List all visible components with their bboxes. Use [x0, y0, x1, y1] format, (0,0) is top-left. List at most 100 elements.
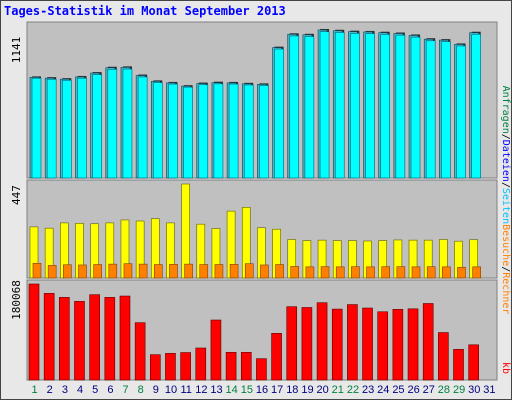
- bar-rechner: [381, 266, 391, 279]
- bar-rechner: [305, 266, 315, 279]
- bar-rechner: [366, 266, 375, 279]
- bar-kb: [210, 319, 222, 381]
- bar-kb: [392, 309, 404, 381]
- bar-kb: [347, 304, 358, 381]
- bar-dateien: [380, 34, 391, 179]
- bar-kb: [362, 307, 373, 381]
- bar-kb: [104, 297, 116, 381]
- svg-text:Anfragen/Dateien/SeitenBesuche: Anfragen/Dateien/SeitenBesuche/Rechner: [500, 86, 511, 315]
- bar-rechner: [290, 266, 300, 279]
- bar-rechner: [320, 266, 330, 279]
- bar-kb: [316, 302, 328, 381]
- bar-kb: [74, 301, 85, 381]
- x-tick-label: 20: [317, 384, 329, 396]
- x-tick-label: 23: [362, 384, 374, 396]
- x-tick-label: 14: [226, 384, 238, 396]
- bar-rechner: [229, 264, 239, 279]
- bar-kb: [28, 283, 40, 381]
- bar-dateien: [289, 35, 300, 179]
- x-tick-label: 2: [47, 384, 53, 396]
- bar-rechner: [351, 266, 360, 279]
- bar-dateien: [198, 84, 209, 179]
- x-tick-label: 1: [32, 384, 38, 396]
- bar-rechner: [184, 263, 193, 279]
- y-max-label-hits: 1141: [10, 37, 23, 64]
- x-tick-label: 31: [483, 384, 495, 396]
- bar-rechner: [442, 266, 451, 279]
- bar-dateien: [319, 31, 330, 179]
- bar-dateien: [441, 41, 451, 179]
- x-tick-label: 26: [407, 384, 419, 396]
- legend-dateien: Dateien: [500, 140, 511, 182]
- bar-rechner: [153, 264, 163, 279]
- x-tick-label: 18: [286, 384, 298, 396]
- bar-rechner: [214, 264, 224, 279]
- x-tick-label: 16: [256, 384, 268, 396]
- bar-kb: [422, 303, 434, 381]
- bar-dateien: [46, 78, 57, 179]
- bar-kb: [407, 308, 419, 381]
- bar-rechner: [260, 264, 269, 279]
- bar-dateien: [122, 68, 133, 179]
- bar-dateien: [77, 77, 87, 179]
- x-tick-label: 6: [107, 384, 113, 396]
- x-tick-label: 3: [62, 384, 68, 396]
- x-tick-label: 8: [138, 384, 144, 396]
- bar-rechner: [32, 262, 42, 279]
- bar-dateien: [274, 48, 284, 179]
- x-tick-label: 24: [377, 384, 389, 396]
- bar-kb: [468, 344, 479, 381]
- bar-dateien: [259, 85, 269, 179]
- bar-kb: [240, 351, 252, 381]
- x-tick-label: 17: [271, 384, 283, 396]
- legend-sep-1: /: [500, 134, 511, 140]
- bar-kb: [301, 307, 313, 381]
- x-tick-label: 13: [210, 384, 222, 396]
- legend-rechner: Rechner: [500, 272, 511, 314]
- bar-rechner: [169, 264, 178, 279]
- x-tick-label: 7: [122, 384, 128, 396]
- bar-kb: [256, 358, 267, 381]
- bar-rechner: [472, 266, 481, 279]
- chart-title: Tages-Statistik im Monat September 2013: [4, 4, 286, 18]
- bar-rechner: [411, 266, 421, 279]
- bar-dateien: [365, 33, 375, 179]
- bar-dateien: [243, 84, 254, 179]
- bar-rechner: [457, 266, 466, 279]
- bar-kb: [43, 293, 55, 381]
- x-tick-label: 19: [301, 384, 313, 396]
- legend-kb: kb: [500, 362, 511, 374]
- bar-kb: [134, 322, 146, 381]
- bar-rechner: [108, 263, 118, 279]
- legend-anfragen: Anfragen: [500, 86, 511, 134]
- bar-dateien: [304, 36, 315, 179]
- bar-kb: [286, 306, 298, 381]
- x-tick-label: 29: [453, 384, 465, 396]
- bar-dateien: [456, 45, 466, 179]
- x-tick-label: 5: [92, 384, 98, 396]
- x-tick-label: 21: [332, 384, 344, 396]
- x-tick-label: 27: [423, 384, 435, 396]
- bar-kb: [271, 333, 282, 381]
- bar-kb: [89, 294, 100, 381]
- legend-sep-2: /: [500, 182, 511, 188]
- bar-dateien: [107, 69, 118, 179]
- bar-rechner: [63, 264, 72, 279]
- bar-rechner: [396, 266, 406, 279]
- x-tick-label: 28: [438, 384, 450, 396]
- bar-rechner: [93, 264, 102, 279]
- bar-dateien: [168, 83, 178, 179]
- bar-dateien: [410, 36, 421, 179]
- bar-kb: [180, 352, 191, 381]
- bar-dateien: [62, 80, 72, 179]
- bar-dateien: [92, 74, 102, 179]
- bar-rechner: [335, 266, 345, 279]
- x-tick-label: 11: [180, 384, 191, 396]
- bar-dateien: [213, 83, 224, 179]
- bar-rechner: [426, 266, 436, 279]
- x-tick-label: 30: [468, 384, 480, 396]
- bar-kb: [377, 311, 389, 381]
- bar-rechner: [138, 263, 148, 279]
- bar-rechner: [47, 265, 57, 279]
